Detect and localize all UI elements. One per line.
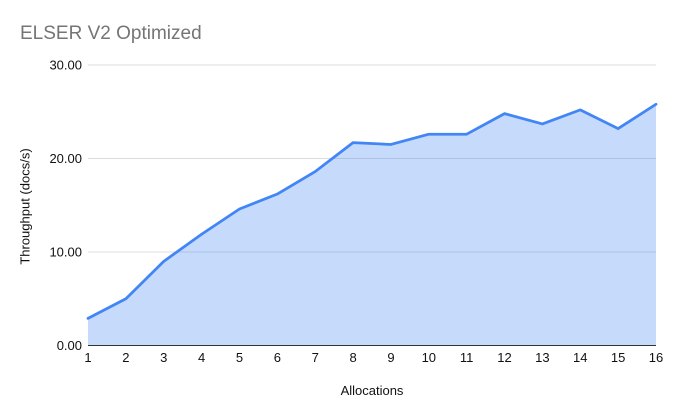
x-tick-label: 14: [573, 350, 587, 365]
x-tick-label: 6: [274, 350, 281, 365]
x-tick-label: 5: [236, 350, 243, 365]
y-tick-label: 10.00: [49, 245, 82, 260]
x-tick-label: 16: [649, 350, 663, 365]
x-tick-label: 3: [160, 350, 167, 365]
x-tick-label: 7: [312, 350, 319, 365]
x-axis-title: Allocations: [340, 383, 404, 398]
x-tick-label: 10: [422, 350, 436, 365]
x-tick-label: 9: [387, 350, 394, 365]
area-fill: [88, 104, 656, 346]
series-line: [86, 102, 658, 320]
x-tick-label: 15: [611, 350, 625, 365]
y-tick-label: 0.00: [57, 338, 82, 353]
x-tick-label: 1: [84, 350, 91, 365]
x-tick-label: 12: [497, 350, 511, 365]
x-tick-label: 2: [122, 350, 129, 365]
x-tick-label: 8: [349, 350, 356, 365]
x-tick-label: 11: [460, 350, 474, 365]
x-tick-label: 13: [535, 350, 549, 365]
x-tick-label: 4: [198, 350, 205, 365]
chart-title: ELSER V2 Optimized: [20, 23, 202, 44]
y-tick-label: 20.00: [49, 151, 82, 166]
y-tick-label: 30.00: [49, 58, 82, 73]
